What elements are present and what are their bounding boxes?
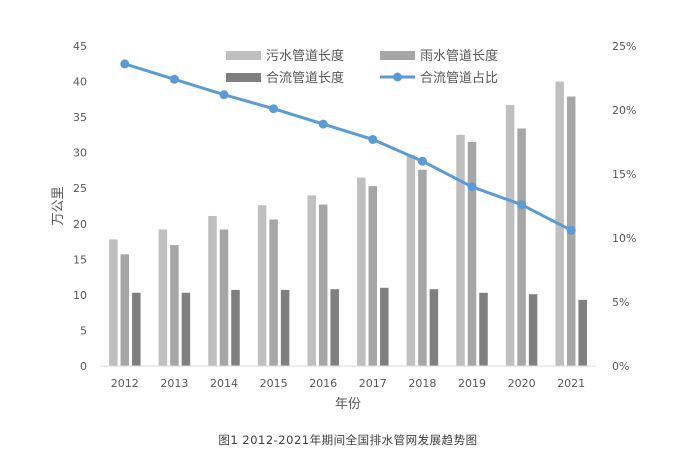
line-point	[120, 59, 130, 69]
bar-1	[505, 105, 515, 367]
y2-tick-label: 25%	[612, 40, 636, 53]
figure-caption: 图1 2012-2021年期间全国排水管网发展趋势图	[218, 433, 478, 447]
y-tick-label: 35	[73, 111, 87, 124]
y-axis-left: 0 5 10 15 20 25 30 35 40 45	[73, 40, 87, 373]
bar-3	[132, 292, 141, 366]
y-tick-label: 5	[80, 324, 87, 337]
x-axis: 2012 2013 2014 2015 2016 2017 2018 2019 2020 2021	[111, 377, 585, 390]
bar-1	[109, 239, 118, 366]
x-tick-label: 2018	[408, 377, 436, 390]
x-axis-title: 年份	[335, 397, 361, 412]
line-point	[368, 134, 378, 144]
x-tick-label: 2015	[260, 377, 288, 390]
bar-1	[307, 195, 316, 366]
legend-item: 污水管道长度	[226, 48, 344, 64]
line-point	[269, 104, 279, 114]
y-axis-title: 万公里	[51, 186, 66, 225]
bar-3	[330, 289, 339, 366]
bar-1	[257, 205, 267, 366]
bar-2	[318, 204, 328, 366]
x-tick-label: 2013	[160, 377, 188, 390]
x-tick-label: 2014	[210, 377, 238, 390]
x-tick-label: 2019	[458, 377, 486, 390]
line-point	[566, 225, 576, 235]
bar-2	[517, 128, 526, 366]
y2-tick-label: 0%	[612, 360, 629, 373]
y-tick-label: 40	[73, 76, 87, 89]
bar-3	[231, 289, 240, 366]
line-point	[169, 74, 179, 84]
legend-swatch	[380, 51, 415, 60]
y-tick-label: 45	[73, 40, 87, 53]
bar-2	[219, 229, 229, 366]
line-path	[124, 62, 572, 232]
bar-2	[120, 254, 130, 366]
line-point	[318, 119, 328, 129]
legend-item: 雨水管道长度	[380, 48, 498, 64]
line-series	[120, 59, 576, 235]
bar-2	[170, 245, 179, 366]
line-point	[417, 156, 427, 166]
legend-swatch	[226, 51, 261, 60]
line-point	[467, 182, 477, 192]
y-axis-right: 0% 5% 10% 15% 20% 25%	[612, 40, 636, 373]
y2-tick-label: 5%	[612, 296, 629, 309]
x-tick-label: 2012	[111, 377, 139, 390]
legend-label: 雨水管道长度	[420, 48, 498, 64]
legend-swatch	[226, 73, 261, 82]
legend-marker	[393, 72, 402, 82]
y-tick-label: 20	[73, 218, 87, 231]
y-tick-label: 30	[73, 147, 87, 160]
legend-label: 污水管道长度	[266, 48, 344, 64]
x-tick-label: 2016	[309, 377, 337, 390]
legend-label: 合流管道占比	[420, 71, 498, 86]
bar-1	[406, 154, 416, 366]
legend-item: 合流管道长度	[226, 70, 344, 86]
bar-3	[280, 289, 290, 366]
y2-tick-label: 10%	[612, 232, 636, 245]
bar-3	[429, 289, 439, 366]
bars	[109, 81, 587, 367]
y2-tick-label: 20%	[612, 104, 636, 117]
legend-label: 合流管道长度	[266, 70, 344, 86]
bar-1	[208, 215, 217, 366]
x-tick-label: 2021	[557, 377, 585, 390]
y2-tick-label: 15%	[612, 168, 636, 181]
bar-2	[467, 142, 477, 366]
bar-1	[158, 229, 168, 366]
bar-3	[479, 292, 488, 366]
bar-2	[269, 219, 278, 366]
bar-2	[418, 169, 427, 366]
y-tick-label: 25	[73, 182, 87, 195]
bar-3	[528, 294, 538, 366]
x-tick-label: 2020	[508, 377, 536, 390]
bar-3	[181, 292, 191, 366]
bar-2	[368, 186, 378, 366]
bar-3	[578, 299, 587, 366]
bar-1	[456, 134, 465, 366]
y-tick-label: 0	[80, 360, 87, 373]
bar-3	[380, 287, 389, 366]
line-point	[517, 200, 527, 210]
y-tick-label: 10	[73, 289, 87, 302]
x-tick-label: 2017	[359, 377, 387, 390]
y-tick-label: 15	[73, 253, 87, 266]
legend-item: 合流管道占比	[380, 71, 498, 86]
bar-1	[357, 177, 366, 366]
line-point	[219, 90, 229, 100]
